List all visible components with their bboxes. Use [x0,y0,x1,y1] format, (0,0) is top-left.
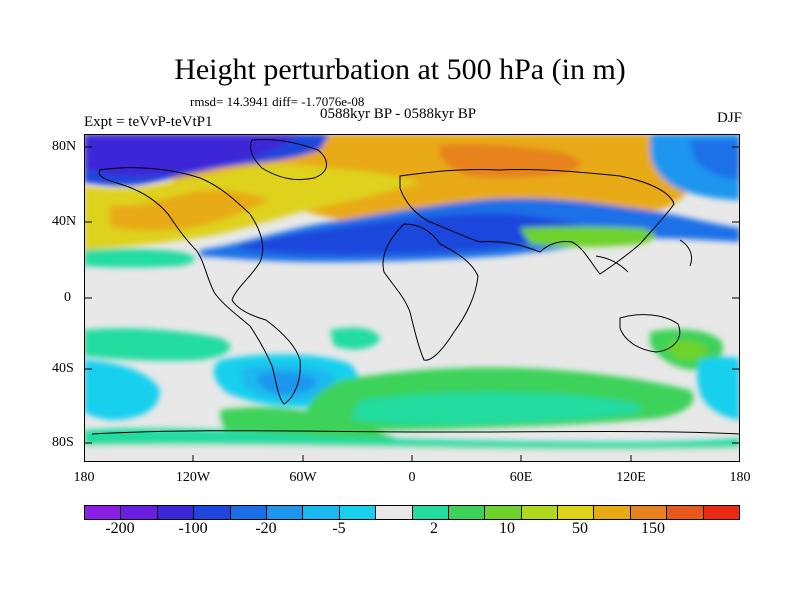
colorbar-swatch [594,506,631,519]
colorbar-label: -20 [255,520,277,537]
lat-tick-80s: 80S [52,435,74,450]
colorbar-swatch [121,506,158,519]
plot-title: Height perturbation at 500 hPa (in m) [174,53,626,86]
axis-ticks [84,146,740,462]
colorbar-label: 50 [572,520,588,537]
lat-tick-40s: 40S [52,361,74,376]
colorbar-swatch [85,506,122,519]
lat-tick-40n: 40N [52,214,77,229]
colorbar-swatch [703,506,740,519]
experiment-label: Expt = teVvP-teVtP1 [84,114,213,130]
period-text: 0588kyr BP - 0588kyr BP [320,106,477,122]
colorbar-swatch [485,506,522,519]
contour-field [84,134,740,462]
season-label: DJF [716,110,742,126]
colorbar-label: 2 [430,520,438,537]
colorbar-swatch [339,506,377,519]
colorbar-swatch [448,506,486,519]
lon-tick-120w: 120W [175,470,211,485]
colorbar-label: -200 [105,520,135,537]
colorbar-swatch [266,506,304,519]
colorbar-swatch [376,506,413,519]
lat-tick-80n: 80N [52,139,77,154]
colorbar-swatch [667,506,704,519]
lon-tick-180e: 180 [729,470,751,485]
lon-tick-60e: 60E [509,470,533,485]
lon-tick-180w: 180 [73,470,95,485]
colorbar-swatch [230,506,267,519]
colorbar-label: 10 [499,520,515,537]
colorbar-swatch [412,506,449,519]
colorbar-label: 150 [641,520,665,537]
colorbar-swatch [303,506,340,519]
colorbar [84,505,740,520]
colorbar-label: -100 [178,520,208,537]
coastlines [91,139,740,435]
lon-tick-120e: 120E [616,470,646,485]
colorbar-label: -5 [332,520,346,537]
stats-text: rmsd= 14.3941 diff= -1.7076e-08 [190,94,365,109]
colorbar-swatch [630,506,668,519]
lon-tick-60w: 60W [289,470,317,485]
colorbar-swatch [558,506,595,519]
colorbar-swatch [521,506,559,519]
lon-tick-0: 0 [408,470,416,485]
colorbar-swatch [194,506,231,519]
colorbar-swatch [157,506,195,519]
lat-tick-0: 0 [64,290,71,305]
